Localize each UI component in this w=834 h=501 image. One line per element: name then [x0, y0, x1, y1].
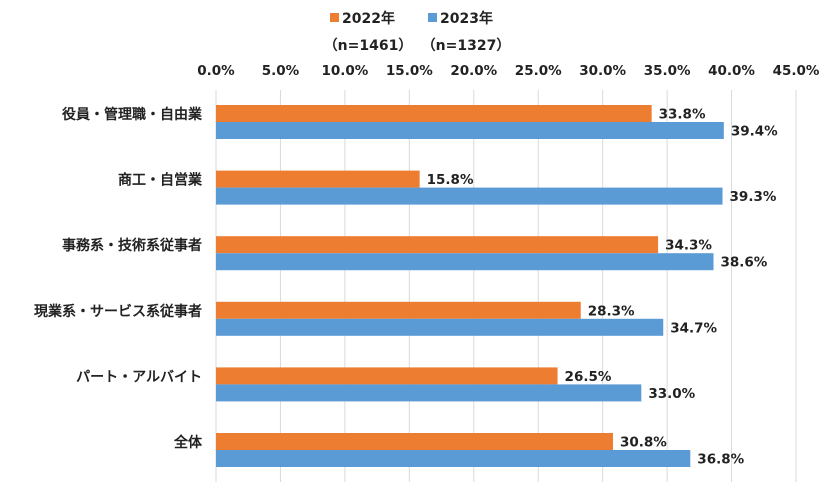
bar [216, 384, 642, 402]
legend-swatch [428, 13, 437, 22]
bar [216, 187, 723, 205]
bar [216, 301, 581, 319]
x-tick-label: 25.0% [515, 63, 562, 79]
bar [216, 450, 691, 467]
category-label: 役員・管理職・自由業 [62, 106, 203, 123]
data-label: 28.3% [588, 303, 635, 319]
data-label: 26.5% [565, 369, 612, 385]
category-label: パート・アルバイト [76, 369, 202, 385]
data-label: 15.8% [427, 172, 474, 188]
gridlines [215, 90, 797, 482]
data-label: 36.8% [697, 452, 744, 468]
category-label: 商工・自営業 [118, 172, 203, 189]
x-axis-ticks: 0.0% 5.0% 10.0% 15.0% 20.0% 25.0% 30.0% 35.0% 40… [197, 63, 820, 79]
bar [216, 318, 664, 336]
legend-sample-size: （n=1461） [324, 38, 413, 54]
bar [216, 253, 714, 271]
bars [216, 105, 724, 467]
bar [216, 122, 724, 139]
bar [216, 433, 613, 450]
x-tick-label: 15.0% [386, 63, 433, 79]
x-tick-label: 20.0% [450, 63, 497, 79]
category-label: 事務系・技術系従事者 [62, 237, 202, 254]
legend-swatch [330, 13, 339, 22]
x-tick-label: 0.0% [197, 63, 235, 79]
legend-label: 2022年 [342, 10, 395, 27]
data-label: 39.3% [730, 189, 777, 205]
data-label: 33.0% [648, 386, 695, 402]
category-label: 現業系・サービス系従事者 [34, 303, 202, 320]
data-label: 30.8% [620, 435, 667, 451]
data-labels: 33.8% 39.4% 15.8% 39.3% 34.3% 38.6% 28.3% 34.7%… [427, 107, 778, 468]
x-tick-label: 30.0% [579, 63, 626, 79]
legend: 2022年 （n=1461） 2023年 （n=1327） [324, 10, 511, 54]
category-labels: 役員・管理職・自由業商工・自営業事務系・技術系従事者現業系・サービス系従事者パー… [34, 106, 203, 451]
legend-label: 2023年 [440, 10, 493, 27]
data-label: 33.8% [659, 107, 706, 123]
data-label: 38.6% [721, 255, 768, 271]
data-label: 34.7% [670, 320, 717, 336]
x-tick-label: 35.0% [644, 63, 691, 79]
x-tick-label: 40.0% [708, 63, 755, 79]
legend-sample-size: （n=1327） [422, 38, 511, 54]
bar [216, 367, 558, 385]
category-label: 全体 [173, 434, 203, 451]
bar [216, 105, 652, 122]
bar [216, 236, 659, 254]
data-label: 39.4% [731, 124, 778, 140]
bar [216, 170, 420, 188]
data-label: 34.3% [665, 238, 712, 254]
x-tick-label: 10.0% [321, 63, 368, 79]
x-tick-label: 45.0% [773, 63, 820, 79]
x-tick-label: 5.0% [262, 63, 300, 79]
